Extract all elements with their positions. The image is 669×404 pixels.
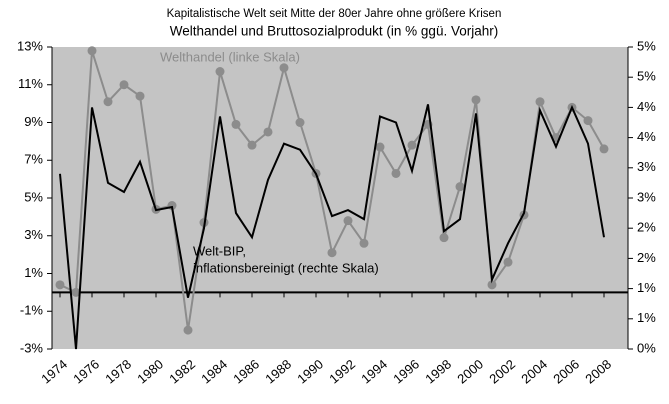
series-marker — [87, 46, 97, 56]
series-marker — [135, 91, 145, 101]
x-tick-label: 1984 — [198, 356, 230, 386]
series-marker — [103, 97, 113, 107]
series-marker — [375, 142, 385, 152]
x-tick-label: 2002 — [486, 356, 518, 386]
x-tick-label: 2004 — [518, 356, 550, 386]
y2-tick-label: 2% — [637, 250, 656, 265]
series-marker — [343, 216, 353, 226]
series-marker — [471, 95, 481, 105]
series-marker — [503, 257, 513, 267]
x-tick-label: 1990 — [294, 356, 326, 386]
series-marker — [279, 63, 289, 73]
x-tick-label: 2000 — [454, 356, 486, 386]
series-marker — [487, 280, 497, 290]
series-marker — [359, 238, 369, 248]
series-marker — [455, 182, 465, 192]
chart-title: Kapitalistische Welt seit Mitte der 80er… — [167, 8, 502, 20]
series-marker — [119, 80, 129, 90]
series-marker — [71, 287, 81, 297]
x-tick-label: 1980 — [134, 356, 166, 386]
series-marker — [599, 144, 609, 154]
annotation: inflationsbereinigt (rechte Skala) — [193, 260, 379, 275]
chart-subtitle: Welthandel und Bruttosozialprodukt (in %… — [170, 24, 498, 39]
y-tick-label: 7% — [24, 152, 43, 167]
y2-tick-label: 3% — [637, 189, 656, 204]
annotation: Welthandel (linke Skala) — [160, 49, 300, 64]
y2-tick-label: 3% — [637, 159, 656, 174]
x-tick-label: 1988 — [262, 356, 294, 386]
annotation: Welt-BIP, — [193, 243, 246, 258]
series-marker — [231, 119, 241, 129]
series-marker — [391, 168, 401, 178]
y-tick-label: 13% — [17, 38, 43, 53]
x-tick-label: 1986 — [230, 356, 262, 386]
series-marker — [535, 97, 545, 107]
series-marker — [295, 118, 305, 127]
x-tick-label: 2008 — [582, 356, 614, 386]
x-tick-label: 1992 — [326, 356, 358, 386]
series-marker — [55, 280, 65, 290]
y2-tick-label: 2% — [637, 220, 656, 235]
series-marker — [263, 127, 273, 137]
y2-tick-label: 4% — [637, 129, 656, 144]
x-tick-label: 1976 — [70, 356, 102, 386]
series-line — [59, 104, 605, 350]
y-tick-label: 11% — [18, 76, 43, 91]
y-tick-label: 1% — [24, 265, 43, 280]
x-tick-label: 1974 — [38, 356, 70, 386]
series-marker — [183, 325, 193, 335]
plot-area — [52, 47, 628, 349]
series-marker — [583, 116, 593, 126]
x-tick-label: 1998 — [422, 356, 454, 386]
x-tick-label: 1996 — [390, 356, 422, 386]
y2-tick-label: 4% — [637, 99, 656, 114]
y-tick-label: -1% — [20, 303, 44, 318]
series-marker — [215, 67, 225, 77]
y-tick-label: 3% — [24, 227, 43, 242]
y2-tick-label: 1% — [637, 310, 656, 325]
series-marker — [327, 248, 337, 258]
series-marker — [439, 233, 449, 243]
y2-tick-label: 1% — [637, 280, 656, 295]
y2-tick-label: 5% — [637, 69, 656, 84]
y-tick-label: 5% — [24, 189, 43, 204]
series-marker — [407, 140, 417, 150]
y2-tick-label: 0% — [637, 340, 656, 355]
series-marker — [247, 140, 257, 150]
x-tick-label: 1978 — [102, 356, 134, 386]
y2-tick-label: 5% — [637, 38, 656, 53]
y-tick-label: 9% — [24, 114, 43, 129]
x-tick-label: 2006 — [550, 356, 582, 386]
x-tick-label: 1982 — [166, 356, 198, 386]
x-tick-label: 1994 — [358, 356, 390, 386]
y-tick-label: -3% — [20, 340, 44, 355]
